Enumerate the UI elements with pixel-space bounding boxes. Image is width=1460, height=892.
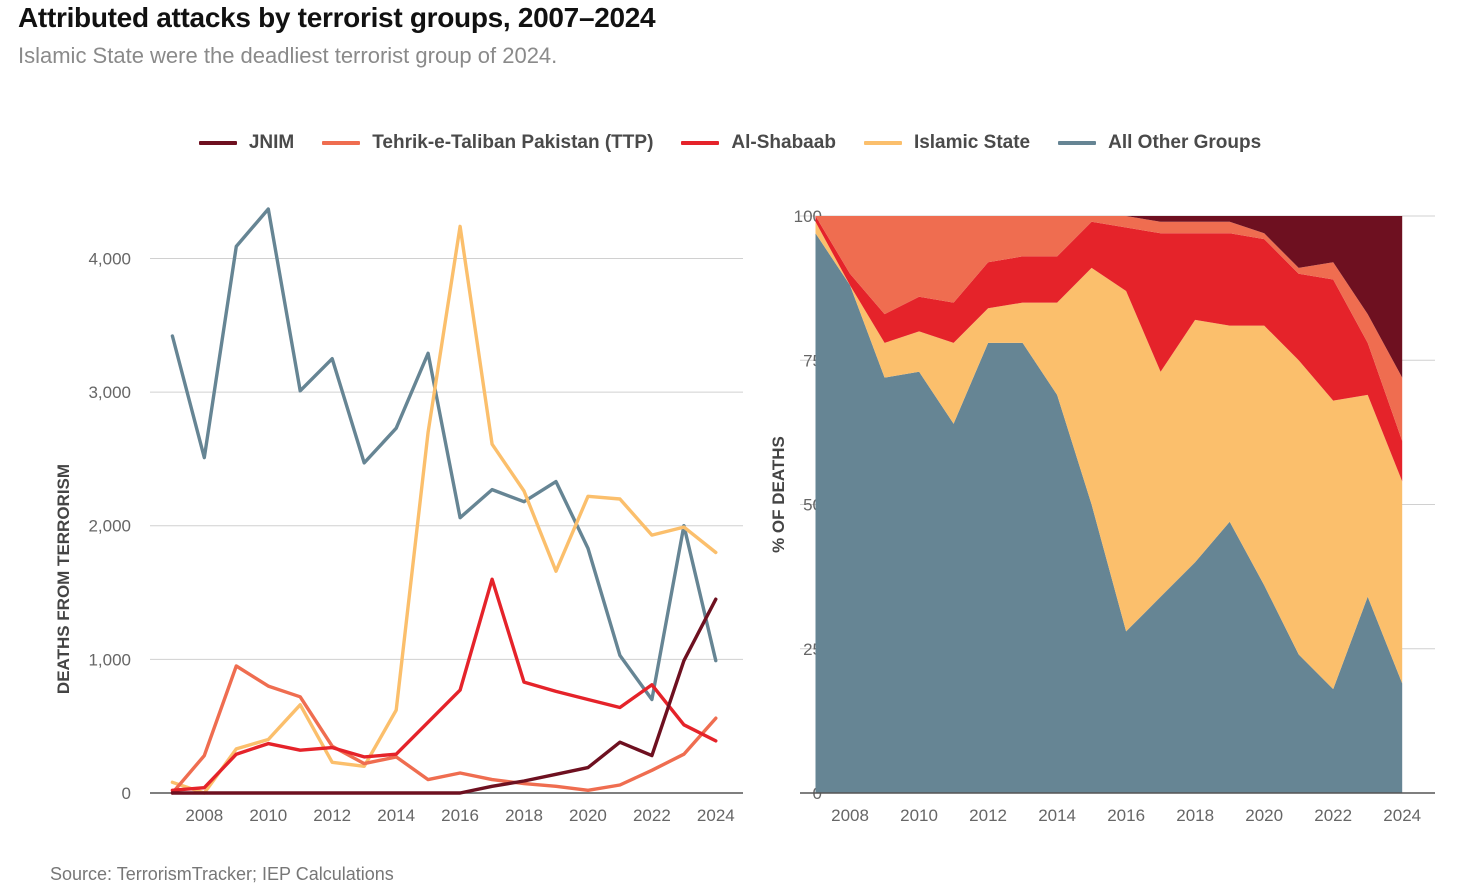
y-tick-label: 2,000 bbox=[88, 517, 131, 536]
x-tick-label: 2020 bbox=[569, 806, 607, 825]
y-tick-label: 4,000 bbox=[88, 249, 131, 268]
area-tehrik-e-taliban-pakistan-ttp bbox=[815, 216, 1403, 441]
line-chart: 0 1,000 2,000 3,000 4,000 2008 2010 2012 2014 201… bbox=[54, 207, 743, 825]
y-axis-label: % OF DEATHS bbox=[769, 436, 788, 553]
legend-label: All Other Groups bbox=[1108, 132, 1262, 153]
chart-title: Attributed attacks by terrorist groups, … bbox=[18, 2, 656, 33]
x-tick-label: 2022 bbox=[633, 806, 671, 825]
x-tick-label: 2016 bbox=[1107, 806, 1145, 825]
series-line-jnim bbox=[170, 597, 718, 795]
source-note: Source: TerrorismTracker; IEP Calculatio… bbox=[50, 864, 394, 884]
x-tick-label: 2018 bbox=[1176, 806, 1214, 825]
x-tick-label: 2024 bbox=[1383, 806, 1421, 825]
legend-item-islamic-state: Islamic State bbox=[863, 132, 1031, 154]
legend-label: Islamic State bbox=[913, 132, 1031, 153]
y-tick-label: 100 bbox=[794, 207, 822, 226]
x-tick-label: 2020 bbox=[1245, 806, 1283, 825]
legend-swatch bbox=[198, 141, 237, 145]
x-tick-label: 2016 bbox=[441, 806, 479, 825]
legend-swatch bbox=[322, 141, 361, 145]
x-tick-label: 2012 bbox=[313, 806, 351, 825]
series-line-islamic-state bbox=[170, 224, 718, 795]
x-tick-label: 2022 bbox=[1314, 806, 1352, 825]
area-al-shabaab bbox=[815, 216, 1403, 482]
x-tick-label: 2018 bbox=[505, 806, 543, 825]
x-tick-label: 2012 bbox=[969, 806, 1007, 825]
series-line-all-other-groups bbox=[170, 207, 718, 702]
series-line-al-shabaab bbox=[170, 577, 718, 792]
legend-item-ttp: Tehrik-e-Taliban Pakistan (TTP) bbox=[322, 132, 653, 154]
series-line-tehrik-e-taliban-pakistan-ttp bbox=[170, 664, 718, 795]
legend-swatch bbox=[863, 141, 902, 145]
x-tick-label: 2010 bbox=[900, 806, 938, 825]
chart-subtitle: Islamic State were the deadliest terrori… bbox=[18, 43, 558, 68]
y-tick-label: 0 bbox=[122, 784, 131, 803]
area-islamic-state bbox=[815, 221, 1403, 690]
legend-swatch bbox=[681, 141, 720, 145]
legend-item-jnim: JNIM bbox=[198, 132, 295, 154]
area-all-other-groups bbox=[815, 233, 1403, 794]
x-tick-label: 2014 bbox=[377, 806, 415, 825]
x-tick-label: 2024 bbox=[697, 806, 735, 825]
area-chart: 0255075100200820102012201420162018202020… bbox=[769, 207, 1435, 825]
legend-label: JNIM bbox=[248, 132, 295, 153]
x-tick-label: 2014 bbox=[1038, 806, 1076, 825]
x-tick-label: 2010 bbox=[249, 806, 287, 825]
legend: JNIM Tehrik-e-Taliban Pakistan (TTP) Al-… bbox=[0, 132, 1460, 154]
legend-item-all-other-groups: All Other Groups bbox=[1058, 132, 1261, 154]
legend-swatch bbox=[1058, 141, 1097, 145]
x-tick-label: 2008 bbox=[185, 806, 223, 825]
y-tick-label: 1,000 bbox=[88, 650, 131, 669]
x-tick-label: 2008 bbox=[831, 806, 869, 825]
legend-label: Tehrik-e-Taliban Pakistan (TTP) bbox=[372, 132, 654, 153]
y-axis-label: DEATHS FROM TERRORISM bbox=[54, 464, 73, 694]
area-jnim bbox=[815, 216, 1403, 378]
legend-label: Al-Shabaab bbox=[731, 132, 836, 153]
y-tick-label: 3,000 bbox=[88, 383, 131, 402]
legend-item-al-shabaab: Al-Shabaab bbox=[681, 132, 836, 154]
